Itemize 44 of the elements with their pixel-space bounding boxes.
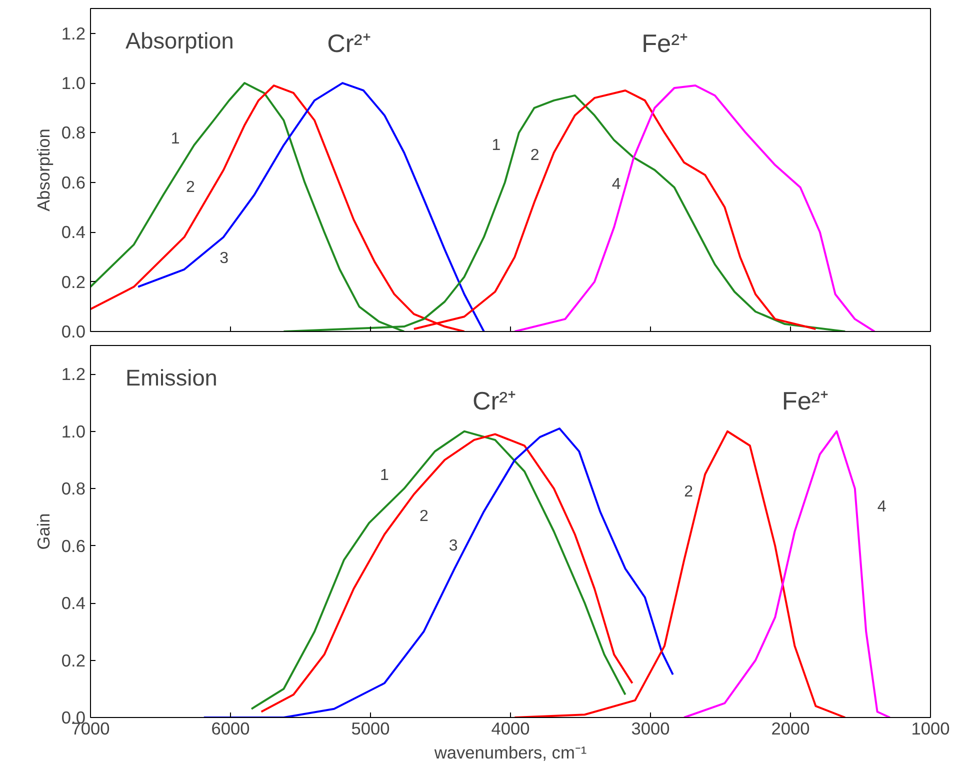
y-tick-label: 0.8 bbox=[61, 122, 86, 143]
y-tick-label: 0.6 bbox=[61, 536, 86, 556]
annotation: 2 bbox=[420, 508, 429, 525]
y-tick-label: 1.0 bbox=[61, 421, 86, 442]
x-axis-title: wavenumbers, cm⁻¹ bbox=[433, 742, 587, 762]
x-tick-label: 2000 bbox=[771, 718, 810, 738]
annotation: Cr²⁺ bbox=[472, 387, 517, 416]
line-series bbox=[514, 430, 846, 718]
annotation: 3 bbox=[220, 250, 229, 268]
y-tick-label: 1.0 bbox=[61, 73, 86, 94]
y-tick-label: 1.2 bbox=[61, 23, 86, 44]
y-axis-title: Gain bbox=[33, 513, 54, 550]
line-series bbox=[202, 427, 674, 718]
text: Emission bbox=[126, 364, 218, 390]
y-tick-label: 0.6 bbox=[61, 172, 86, 192]
line-series bbox=[683, 430, 891, 718]
y-axis-title: Absorption bbox=[33, 128, 54, 212]
annotation: Fe²⁺ bbox=[642, 30, 689, 58]
annotation: 2 bbox=[684, 484, 694, 501]
y-tick-label: 0.4 bbox=[61, 222, 86, 242]
annotation: 4 bbox=[612, 176, 621, 193]
annotation: 2 bbox=[186, 179, 196, 196]
annotation: 4 bbox=[877, 498, 886, 516]
y-tick-label: 1.2 bbox=[61, 364, 86, 384]
x-tick-label: 3000 bbox=[631, 718, 670, 738]
line-series bbox=[137, 82, 485, 332]
y-tick-label: 0.0 bbox=[61, 322, 86, 342]
y-tick-label: 0.2 bbox=[61, 650, 86, 670]
line-series bbox=[514, 84, 876, 332]
annotation: 3 bbox=[448, 538, 458, 555]
x-tick-label: 6000 bbox=[211, 718, 250, 738]
annotation: Fe²⁺ bbox=[782, 387, 829, 416]
annotation: Cr²⁺ bbox=[327, 30, 372, 58]
x-tick-label: 5000 bbox=[351, 718, 390, 738]
annotation: 1 bbox=[170, 130, 180, 148]
text: Absorption bbox=[126, 28, 234, 54]
annotation: 2 bbox=[530, 146, 540, 164]
annotation: 1 bbox=[492, 137, 501, 154]
y-tick-label: 0.8 bbox=[61, 478, 86, 499]
y-tick-label: 0.2 bbox=[61, 272, 86, 292]
x-tick-label: 4000 bbox=[491, 718, 530, 738]
y-tick-label: 0.4 bbox=[61, 593, 86, 614]
annotation: 1 bbox=[380, 466, 390, 484]
x-tick-label: 1000 bbox=[911, 718, 950, 738]
